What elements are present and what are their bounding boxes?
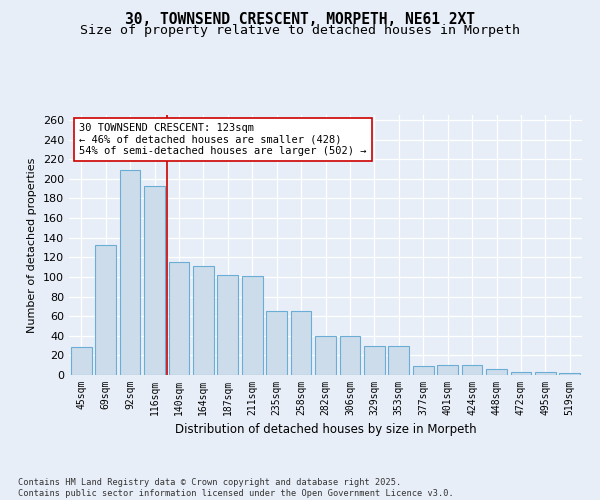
Bar — [413, 366, 434, 375]
Bar — [388, 346, 409, 375]
Bar — [95, 246, 116, 375]
Bar — [559, 373, 580, 375]
Bar — [340, 336, 361, 375]
Bar — [437, 365, 458, 375]
Bar — [217, 275, 238, 375]
Text: 30, TOWNSEND CRESCENT, MORPETH, NE61 2XT: 30, TOWNSEND CRESCENT, MORPETH, NE61 2XT — [125, 12, 475, 28]
Bar — [461, 365, 482, 375]
Bar — [486, 369, 507, 375]
Bar — [511, 372, 532, 375]
Text: Size of property relative to detached houses in Morpeth: Size of property relative to detached ho… — [80, 24, 520, 37]
Bar — [119, 170, 140, 375]
Text: Contains HM Land Registry data © Crown copyright and database right 2025.
Contai: Contains HM Land Registry data © Crown c… — [18, 478, 454, 498]
Bar — [71, 346, 92, 375]
Bar — [290, 311, 311, 375]
Bar — [364, 346, 385, 375]
Bar — [266, 311, 287, 375]
Y-axis label: Number of detached properties: Number of detached properties — [28, 158, 37, 332]
Text: 30 TOWNSEND CRESCENT: 123sqm
← 46% of detached houses are smaller (428)
54% of s: 30 TOWNSEND CRESCENT: 123sqm ← 46% of de… — [79, 123, 367, 156]
Bar — [169, 262, 190, 375]
Bar — [242, 276, 263, 375]
Bar — [193, 266, 214, 375]
Bar — [315, 336, 336, 375]
Bar — [535, 372, 556, 375]
X-axis label: Distribution of detached houses by size in Morpeth: Distribution of detached houses by size … — [175, 424, 476, 436]
Bar — [144, 186, 165, 375]
